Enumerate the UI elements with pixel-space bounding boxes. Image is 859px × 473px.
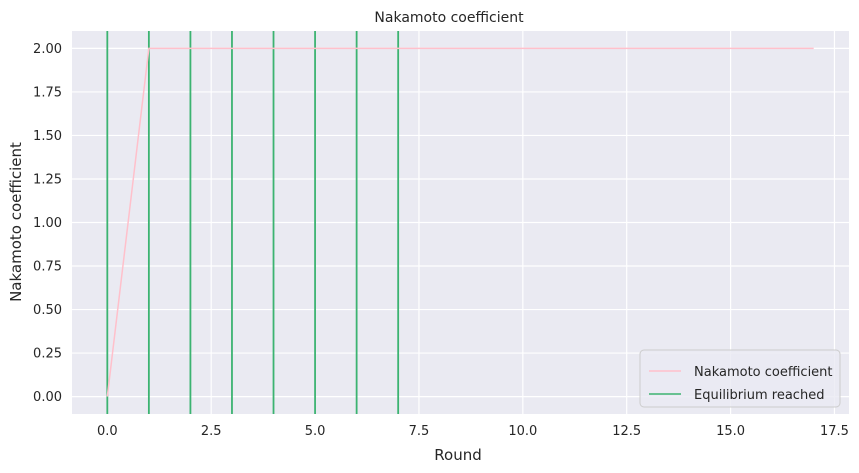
legend-label-nakamoto: Nakamoto coefficient xyxy=(694,365,833,380)
y-tick-label: 1.50 xyxy=(33,129,62,144)
y-axis-label: Nakamoto coefficient xyxy=(7,142,25,302)
series-lines xyxy=(106,47,814,397)
y-tick-labels: 0.00 0.25 0.50 0.75 1.00 1.25 1.50 1.75 2.00 xyxy=(33,42,62,405)
x-tick-label: 2.5 xyxy=(201,424,222,439)
y-tick-label: 1.25 xyxy=(33,172,62,187)
chart-title: Nakamoto coefficient xyxy=(374,10,524,26)
equilibrium-lines xyxy=(106,31,400,414)
x-tick-label: 15.0 xyxy=(716,424,745,439)
y-tick-label: 0.25 xyxy=(33,347,62,362)
x-tick-label: 12.5 xyxy=(612,424,641,439)
y-tick-label: 1.00 xyxy=(33,216,62,231)
series-line-nakamoto xyxy=(106,47,814,397)
y-tick-label: 2.00 xyxy=(33,42,62,57)
y-tick-label: 0.00 xyxy=(33,390,62,405)
y-tick-label: 0.50 xyxy=(33,303,62,318)
legend-box xyxy=(639,349,841,408)
y-tick-label: 0.75 xyxy=(33,260,62,275)
legend-label-equilibrium: Equilibrium reached xyxy=(694,388,824,403)
x-tick-label: 10.0 xyxy=(508,424,537,439)
x-tick-label: 7.5 xyxy=(409,424,430,439)
x-axis-label: Round xyxy=(434,446,481,464)
y-tick-label: 1.75 xyxy=(33,85,62,100)
x-tick-label: 17.5 xyxy=(820,424,849,439)
x-tick-label: 5.0 xyxy=(305,424,326,439)
x-tick-labels: 0.0 2.5 5.0 7.5 10.0 12.5 15.0 17.5 xyxy=(97,424,849,439)
legend: Nakamoto coefficient Equilibrium reached xyxy=(639,349,841,408)
x-tick-label: 0.0 xyxy=(97,424,118,439)
